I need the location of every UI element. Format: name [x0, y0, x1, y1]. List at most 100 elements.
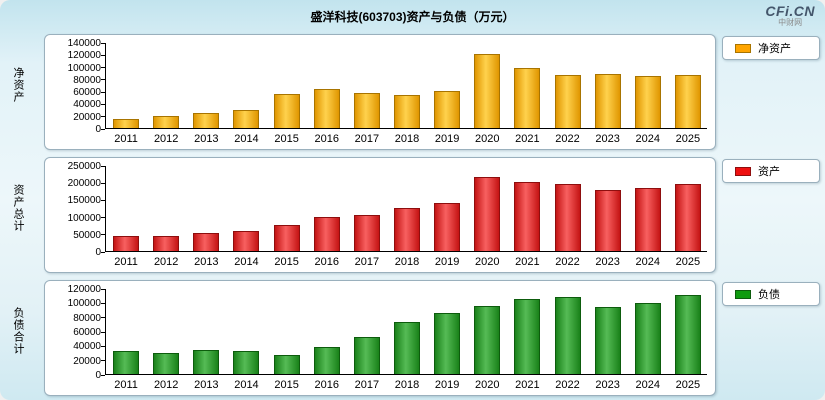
bar-total-assets-2017 — [353, 215, 380, 251]
bar-net-assets-2015 — [273, 94, 300, 128]
y-tick-label: 100000 — [67, 62, 101, 74]
y-tick-label: 140000 — [67, 38, 101, 49]
y-tick-label: 50000 — [73, 229, 101, 241]
y-tick-mark — [101, 67, 105, 69]
x-tick-label: 2017 — [354, 256, 380, 268]
x-tick-label: 2023 — [595, 256, 620, 268]
x-tick-label: 2013 — [194, 256, 219, 268]
bar-total-assets-2018 — [394, 208, 420, 251]
x-tick-label: 2013 — [194, 379, 219, 391]
y-tick-label: 120000 — [67, 284, 101, 295]
y-tick-label: 0 — [95, 247, 101, 258]
y-tick-mark — [101, 374, 105, 376]
y-tick-label: 20000 — [73, 111, 101, 123]
bar-net-assets-2020 — [474, 54, 501, 128]
y-tick-mark — [101, 317, 105, 319]
bar-total-liabilities-2014 — [233, 351, 260, 374]
y-axis-title-total-assets: 资产总计 — [12, 184, 24, 232]
x-tick-label: 2021 — [515, 379, 540, 391]
x-tick-label: 2018 — [394, 379, 420, 391]
net-assets-legend-swatch — [735, 43, 751, 53]
bar-total-liabilities-2011 — [113, 351, 140, 374]
x-tick-label: 2021 — [515, 133, 540, 145]
plot-area-total-assets: 2011 2012 2013 2014 2015 2016 2017 2018 2019 2020… — [105, 166, 707, 268]
chart-panel-total-assets: 0 50000 100000 150000 200000 250000 2011 2012 20… — [44, 157, 716, 273]
y-tick-label: 150000 — [67, 195, 101, 207]
bar-total-liabilities-2019 — [434, 313, 461, 374]
y-tick-mark — [101, 288, 105, 290]
y-tick-label: 200000 — [67, 178, 101, 190]
y-tick-mark — [101, 103, 105, 105]
x-tick-label: 2024 — [635, 379, 661, 391]
x-tick-label: 2024 — [635, 256, 661, 268]
total-assets-legend-swatch — [735, 166, 751, 176]
bar-net-assets-2012 — [153, 116, 180, 128]
y-tick-mark — [101, 199, 105, 201]
bar-total-liabilities-2024 — [634, 303, 661, 374]
x-tick-label: 2021 — [515, 256, 540, 268]
chart-panel-net-assets: 0 20000 40000 60000 80000 100000 120000 140000 2… — [44, 34, 716, 150]
bar-total-assets-2022 — [554, 184, 581, 251]
x-tick-label: 2020 — [475, 133, 500, 145]
x-tick-label: 2015 — [274, 379, 299, 391]
x-tick-label: 2015 — [274, 256, 299, 268]
x-tick-label: 2016 — [314, 379, 339, 391]
x-tick-label: 2018 — [394, 256, 420, 268]
y-tick-label: 120000 — [67, 50, 101, 62]
bar-total-assets-2016 — [313, 217, 340, 251]
chart-row-net-assets: 净资产 0 20000 40000 60000 80000 100000 120000 1400… — [0, 34, 825, 154]
chart-panel-total-liabilities: 0 20000 40000 60000 80000 100000 120000 2011 201… — [44, 280, 716, 396]
bar-total-assets-2025 — [674, 184, 701, 251]
y-tick-label: 80000 — [73, 312, 101, 324]
bar-total-assets-2013 — [193, 233, 220, 251]
x-tick-label: 2014 — [234, 133, 259, 145]
bar-total-assets-2023 — [594, 190, 621, 251]
bar-total-assets-2019 — [434, 203, 461, 251]
bar-total-assets-2024 — [634, 188, 661, 251]
y-tick-label: 0 — [95, 370, 101, 381]
x-tick-label: 2024 — [635, 133, 661, 145]
x-tick-label: 2020 — [475, 256, 500, 268]
y-tick-label: 80000 — [73, 74, 101, 86]
legend-total-assets: 资产 — [722, 159, 820, 183]
x-tick-label: 2022 — [555, 256, 580, 268]
legend-label-total-liabilities: 负债 — [758, 289, 780, 301]
bar-net-assets-2019 — [434, 91, 461, 128]
bar-total-assets-2014 — [233, 231, 260, 251]
y-axis-title-net-assets: 净资产 — [12, 67, 24, 103]
legend-net-assets: 净资产 — [722, 36, 820, 60]
chart-row-total-liabilities: 负债合计 0 20000 40000 60000 80000 100000 120000 201… — [0, 280, 825, 400]
x-tick-label: 2015 — [274, 133, 299, 145]
x-tick-label: 2011 — [114, 379, 138, 391]
y-tick-label: 40000 — [73, 341, 101, 353]
y-tick-mark — [101, 234, 105, 236]
x-tick-label: 2012 — [153, 256, 179, 268]
site-logo-subtext: 中财网 — [778, 18, 803, 28]
bar-total-liabilities-2012 — [153, 353, 180, 374]
bar-net-assets-2016 — [313, 89, 340, 128]
bar-total-assets-2011 — [113, 236, 140, 251]
bar-total-liabilities-2018 — [394, 322, 420, 374]
y-tick-mark — [101, 360, 105, 362]
bar-total-assets-2020 — [474, 177, 501, 251]
x-tick-label: 2025 — [675, 379, 701, 391]
y-tick-mark — [101, 42, 105, 44]
x-tick-label: 2014 — [234, 256, 259, 268]
y-tick-mark — [101, 251, 105, 253]
chart-title: 盛洋科技(603703)资产与负债（万元） — [310, 10, 515, 24]
x-tick-label: 2017 — [354, 379, 380, 391]
bar-total-assets-2015 — [273, 225, 300, 251]
y-tick-label: 60000 — [73, 327, 101, 338]
bar-net-assets-2021 — [514, 68, 541, 128]
x-tick-label: 2012 — [153, 379, 179, 391]
bar-total-assets-2021 — [514, 182, 541, 251]
x-tick-label: 2019 — [434, 133, 460, 145]
bar-total-liabilities-2020 — [474, 306, 501, 374]
x-tick-label: 2016 — [314, 256, 339, 268]
y-tick-mark — [101, 91, 105, 93]
x-tick-label: 2025 — [675, 256, 701, 268]
bar-total-assets-2012 — [153, 236, 180, 251]
bar-net-assets-2025 — [674, 75, 701, 128]
x-tick-label: 2025 — [675, 133, 701, 145]
